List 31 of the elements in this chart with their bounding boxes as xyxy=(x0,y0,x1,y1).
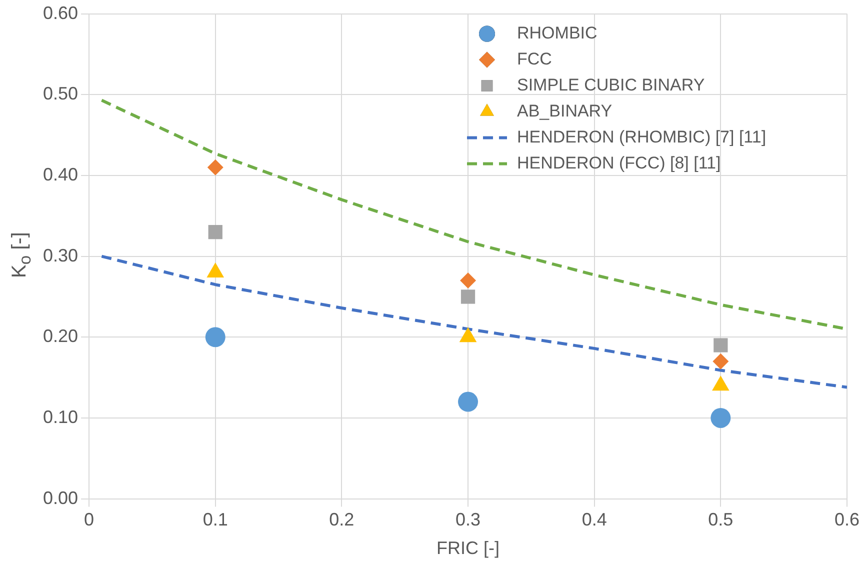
legend-label: HENDERON (FCC) [8] [11] xyxy=(517,153,721,172)
point xyxy=(460,272,476,289)
point xyxy=(710,408,731,428)
y-tick-label: 0.10 xyxy=(42,406,78,427)
legend-label: RHOMBIC xyxy=(517,23,598,42)
point xyxy=(208,224,222,240)
point xyxy=(205,327,226,348)
y-tick-label: 0.20 xyxy=(42,326,78,346)
point xyxy=(712,353,729,370)
legend-label: AB_BINARY xyxy=(517,101,612,120)
y-tick-label: 0.60 xyxy=(42,2,78,23)
x-tick-label: 0.1 xyxy=(202,510,228,530)
legend-label: FCC xyxy=(517,49,552,68)
x-tick-label: 0.6 xyxy=(834,510,860,530)
x-tick-label: 0.3 xyxy=(456,510,481,530)
y-tick-label: 0.50 xyxy=(42,84,78,104)
point xyxy=(207,159,224,176)
x-tick-label: 0 xyxy=(84,510,94,530)
line-series xyxy=(100,254,847,389)
y-tick-label: 0.00 xyxy=(42,488,78,508)
legend-label: SIMPLE CUBIC BINARY xyxy=(517,75,705,94)
x-axis-title: FRIC [-] xyxy=(436,538,500,558)
y-tick-label: 0.40 xyxy=(42,164,78,184)
x-tick-label: 0.4 xyxy=(582,510,607,530)
point xyxy=(460,290,476,304)
legend-label: HENDERON (RHOMBIC) [7] [11] xyxy=(517,127,766,146)
point xyxy=(714,338,728,352)
x-tick-label: 0.2 xyxy=(329,510,354,530)
y-tick-label: 0.30 xyxy=(42,245,78,266)
x-tick-label: 0.5 xyxy=(708,510,734,530)
point xyxy=(458,392,478,412)
